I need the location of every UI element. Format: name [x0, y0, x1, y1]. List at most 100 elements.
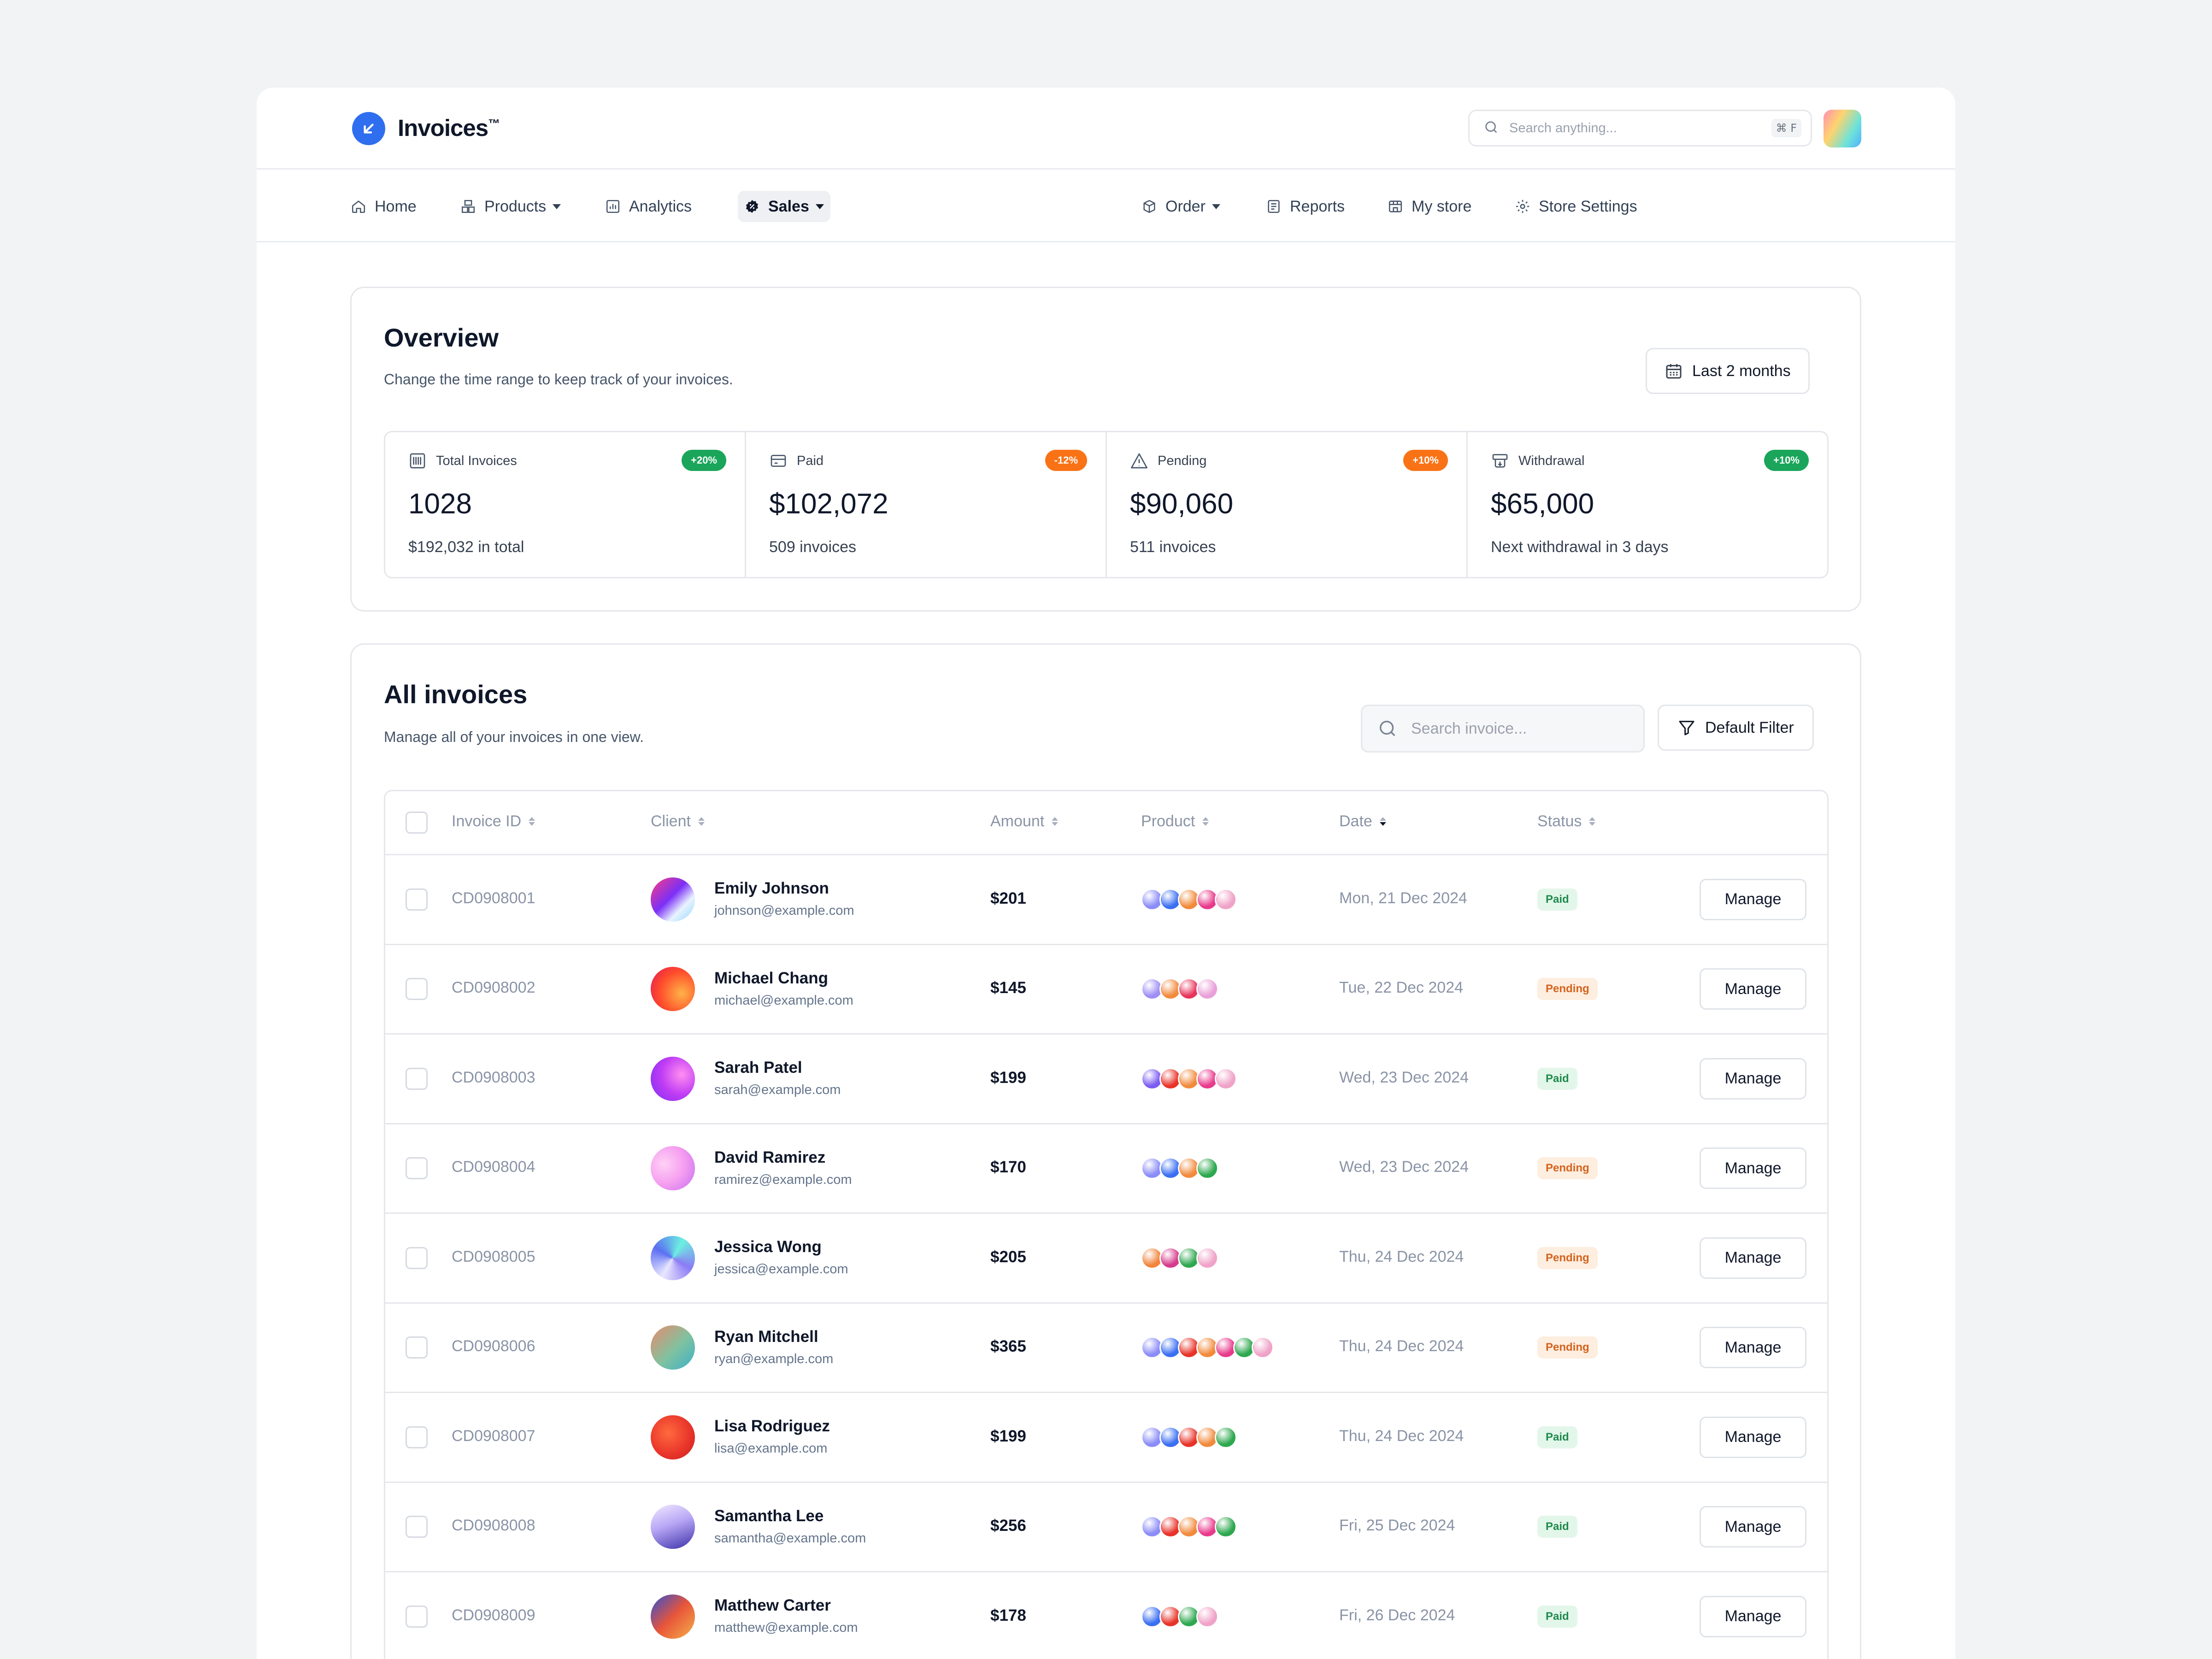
stat-value: $65,000 [1491, 488, 1594, 520]
nav-item-order[interactable]: Order [1135, 191, 1227, 222]
table-row: CD0908004 David Ramirez ramirez@example.co… [385, 1124, 1827, 1214]
reports-icon [1268, 200, 1280, 213]
status-badge: Paid [1537, 1605, 1577, 1628]
column-label: Invoice ID [452, 812, 522, 830]
manage-button[interactable]: Manage [1700, 1147, 1806, 1189]
client-email: sarah@example.com [714, 1082, 841, 1097]
calendar-icon [1666, 364, 1682, 379]
nav-item-sales[interactable]: Sales [738, 191, 830, 222]
nav-label: Order [1165, 197, 1206, 215]
product-thumbnails [1141, 1336, 1274, 1359]
overview-title: Overview [384, 323, 499, 352]
client-email: samantha@example.com [714, 1530, 866, 1546]
stat-footnote: $192,032 in total [408, 538, 524, 556]
user-avatar[interactable] [1824, 110, 1861, 147]
invoice-id: CD0908007 [452, 1427, 535, 1445]
stat-header: Withdrawal [1491, 452, 1584, 470]
row-checkbox[interactable] [406, 1605, 428, 1628]
status-badge: Pending [1537, 978, 1598, 1000]
status-badge: Pending [1537, 1247, 1598, 1269]
status-badge: Paid [1537, 888, 1577, 911]
column-invoice-id[interactable]: Invoice ID [452, 812, 535, 830]
invoice-search-input[interactable]: Search invoice... [1361, 705, 1645, 753]
row-checkbox[interactable] [406, 1247, 428, 1269]
column-label: Amount [990, 812, 1045, 830]
table-body: CD0908001 Emily Johnson johnson@example.co… [385, 855, 1827, 1659]
stat-footnote: 511 invoices [1130, 538, 1216, 556]
select-all-checkbox[interactable] [406, 812, 428, 834]
invoice-date: Thu, 24 Dec 2024 [1339, 1337, 1464, 1355]
product-thumbnail [1196, 978, 1218, 1000]
client-name: David Ramirez [714, 1148, 826, 1166]
product-thumbnail [1196, 1247, 1218, 1269]
column-product[interactable]: Product [1141, 812, 1209, 830]
manage-button[interactable]: Manage [1700, 968, 1806, 1010]
manage-button[interactable]: Manage [1700, 878, 1806, 920]
status-badge: Paid [1537, 1067, 1577, 1090]
table-row: CD0908009 Matthew Carter matthew@example.c… [385, 1572, 1827, 1659]
table-row: CD0908005 Jessica Wong jessica@example.com… [385, 1214, 1827, 1304]
chevron-down-icon [1212, 204, 1220, 209]
invoice-id: CD0908004 [452, 1158, 535, 1176]
invoice-date: Wed, 23 Dec 2024 [1339, 1158, 1469, 1176]
nav-item-reports[interactable]: Reports [1259, 191, 1351, 222]
change-badge: -12% [1045, 450, 1087, 471]
row-checkbox[interactable] [406, 888, 428, 911]
store-icon [1388, 200, 1402, 212]
invoice-amount: $199 [990, 1068, 1026, 1087]
column-status[interactable]: Status [1537, 812, 1596, 830]
invoice-id: CD0908005 [452, 1247, 535, 1265]
nav-item-analytics[interactable]: Analytics [599, 191, 698, 222]
table-row: CD0908006 Ryan Mitchell ryan@example.com $3… [385, 1304, 1827, 1393]
main-nav: Home Products Analytics Sales Order Repo… [257, 170, 1955, 242]
stat-value: 1028 [408, 488, 472, 520]
client-email: matthew@example.com [714, 1620, 858, 1635]
client-avatar [651, 877, 695, 922]
invoice-date: Fri, 26 Dec 2024 [1339, 1606, 1455, 1624]
table-header: Invoice ID Client Amount Product Date St… [385, 791, 1827, 855]
column-amount[interactable]: Amount [990, 812, 1059, 830]
manage-button[interactable]: Manage [1700, 1327, 1806, 1369]
invoice-id: CD0908009 [452, 1606, 535, 1624]
status-badge: Pending [1537, 1336, 1598, 1359]
row-checkbox[interactable] [406, 1067, 428, 1090]
nav-label: Sales [768, 197, 809, 215]
client-avatar [651, 967, 695, 1012]
brand-title[interactable]: Invoices™ [398, 115, 500, 141]
stat-label: Pending [1158, 453, 1207, 468]
stat-pending: Pending +10% $90,060 511 invoices [1107, 432, 1468, 577]
row-checkbox[interactable] [406, 1336, 428, 1359]
manage-button[interactable]: Manage [1700, 1058, 1806, 1100]
manage-button[interactable]: Manage [1700, 1237, 1806, 1279]
nav-item-store-settings[interactable]: Store Settings [1508, 191, 1644, 222]
filter-icon [1679, 721, 1694, 735]
logo-icon[interactable] [352, 112, 385, 145]
client-email: michael@example.com [714, 993, 853, 1008]
date-range-button[interactable]: Last 2 months [1646, 348, 1810, 394]
top-header: Invoices™ Search anything... ⌘ F [257, 88, 1955, 170]
client-name: Michael Chang [714, 969, 828, 987]
invoices-card: All invoices Manage all of your invoices… [350, 643, 1861, 1659]
row-checkbox[interactable] [406, 978, 428, 1000]
client-name: Lisa Rodriguez [714, 1417, 830, 1435]
column-date[interactable]: Date [1339, 812, 1386, 830]
column-client[interactable]: Client [651, 812, 705, 830]
manage-button[interactable]: Manage [1700, 1595, 1806, 1637]
row-checkbox[interactable] [406, 1516, 428, 1538]
row-checkbox[interactable] [406, 1426, 428, 1448]
products-icon [461, 200, 475, 213]
client-avatar [651, 1146, 695, 1191]
row-checkbox[interactable] [406, 1157, 428, 1180]
sort-icon [1589, 817, 1596, 826]
nav-item-products[interactable]: Products [454, 191, 567, 222]
default-filter-button[interactable]: Default Filter [1658, 705, 1814, 751]
invoice-date: Tue, 22 Dec 2024 [1339, 979, 1464, 997]
invoice-amount: $365 [990, 1337, 1026, 1356]
global-search-input[interactable]: Search anything... ⌘ F [1468, 110, 1812, 147]
withdrawal-icon [1492, 454, 1508, 468]
status-badge: Paid [1537, 1426, 1577, 1448]
nav-item-home[interactable]: Home [344, 191, 423, 222]
manage-button[interactable]: Manage [1700, 1506, 1806, 1548]
nav-item-my-store[interactable]: My store [1381, 191, 1478, 222]
manage-button[interactable]: Manage [1700, 1416, 1806, 1458]
